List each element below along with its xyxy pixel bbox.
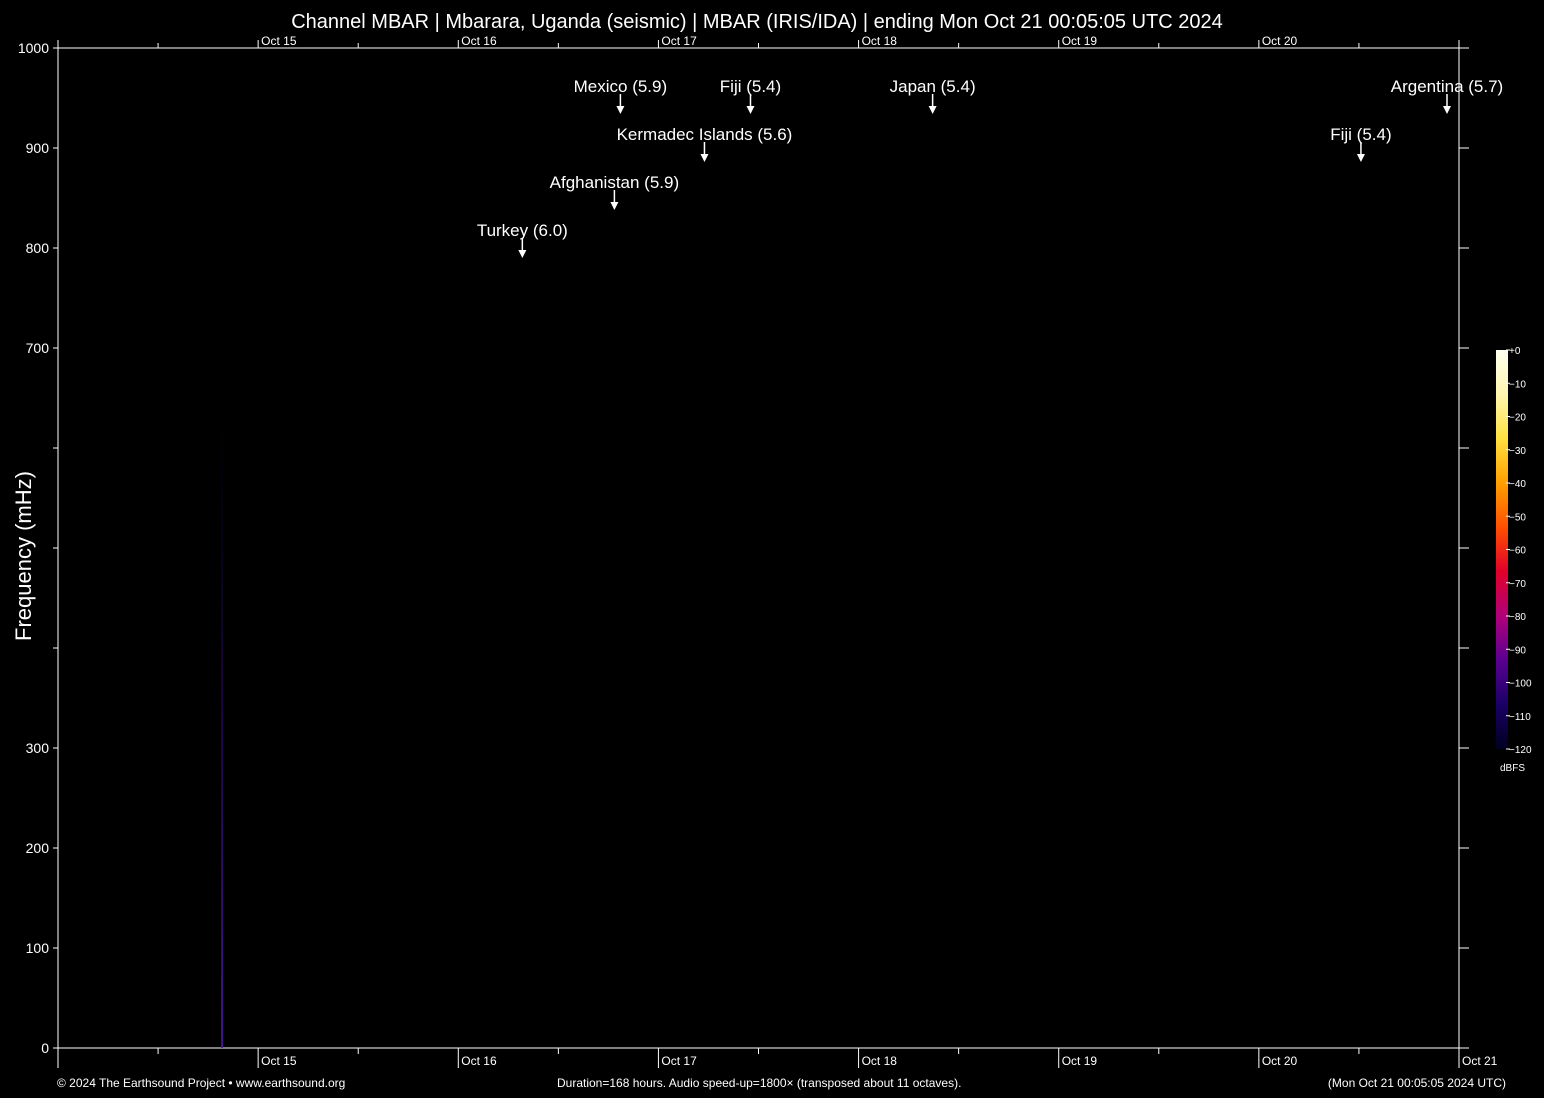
colorbar-tick-label: −20 [1509, 413, 1526, 424]
x-tick-label-top: Oct 18 [862, 34, 898, 48]
x-tick-label-bottom: Oct 21 [1462, 1054, 1498, 1068]
x-tick-label-bottom: Oct 19 [1062, 1054, 1098, 1068]
chart-title: Channel MBAR | Mbarara, Uganda (seismic)… [291, 11, 1223, 33]
event-label: Afghanistan (5.9) [550, 173, 679, 192]
x-tick-label-top: Oct 17 [661, 34, 697, 48]
colorbar-tick-label: −60 [1509, 546, 1526, 557]
x-tick-label-top: Oct 15 [261, 34, 297, 48]
colorbar-tick-label: −70 [1509, 579, 1526, 590]
event-label: Fiji (5.4) [720, 77, 781, 96]
event-arrow-head [746, 106, 755, 114]
event-label: Mexico (5.9) [574, 77, 668, 96]
colorbar-tick-label: −110 [1509, 712, 1531, 723]
y-tick-label: 1000 [18, 40, 49, 56]
footer-duration: Duration=168 hours. Audio speed-up=1800×… [557, 1076, 961, 1090]
footer-timestamp: (Mon Oct 21 00:05:05 2024 UTC) [1328, 1076, 1506, 1090]
footer-copyright: © 2024 The Earthsound Project • www.eart… [57, 1076, 345, 1090]
event-arrow-head [610, 202, 619, 210]
colorbar-tick-label: −100 [1509, 679, 1532, 690]
event-arrow-head [616, 106, 625, 114]
x-tick-label-top: Oct 19 [1062, 34, 1098, 48]
event-label: Japan (5.4) [890, 77, 976, 96]
signal-streak [221, 408, 224, 1048]
y-axis-label: Frequency (mHz) [11, 471, 36, 641]
y-axis: 0 100 200 300 700 800 900 1000 [18, 40, 1469, 1056]
event-arrow-head [928, 106, 937, 114]
x-tick-label-bottom: Oct 20 [1262, 1054, 1298, 1068]
colorbar-tick-label: −10 [1509, 379, 1526, 390]
event-arrow-head [518, 250, 527, 258]
event-arrow-head [1442, 106, 1451, 114]
colorbar: +0 −10 −20 −30 −40 −50 −60 −70 −80 −90 −100 −110 −12… [1496, 346, 1532, 774]
y-tick-label: 300 [26, 740, 50, 756]
y-tick-label: 100 [26, 940, 50, 956]
event-arrow-head [1356, 154, 1365, 162]
plot-area [57, 47, 1460, 1049]
colorbar-tick-label: −90 [1509, 645, 1526, 656]
colorbar-tick-label: −40 [1509, 479, 1526, 490]
colorbar-tick-label: −120 [1509, 745, 1532, 756]
x-tick-label-top: Oct 16 [461, 34, 497, 48]
colorbar-tick-label: +0 [1509, 346, 1521, 357]
y-tick-label: 800 [26, 240, 50, 256]
y-tick-label: 700 [26, 340, 50, 356]
colorbar-tick-label: −30 [1509, 446, 1526, 457]
event-label: Kermadec Islands (5.6) [617, 125, 793, 144]
x-tick-label-bottom: Oct 15 [261, 1054, 297, 1068]
event-arrow-head [700, 154, 709, 162]
x-tick-label-bottom: Oct 16 [461, 1054, 497, 1068]
y-tick-label: 900 [26, 140, 50, 156]
event-annotations: Mexico (5.9) Fiji (5.4) Japan (5.4) Argenti… [477, 77, 1503, 258]
colorbar-gradient [1496, 350, 1508, 749]
x-axis: Oct 15 Oct 15 Oct 16 Oct 16 Oct 17 Oct 17 Oct … [57, 34, 1498, 1068]
event-label: Fiji (5.4) [1330, 125, 1391, 144]
event-label: Argentina (5.7) [1391, 77, 1503, 96]
x-tick-label-bottom: Oct 18 [862, 1054, 898, 1068]
x-tick-label-bottom: Oct 17 [661, 1054, 697, 1068]
signal-layer [221, 408, 224, 1048]
event-label: Turkey (6.0) [477, 221, 568, 240]
y-tick-label: 200 [26, 840, 50, 856]
x-tick-label-top: Oct 20 [1262, 34, 1298, 48]
y-tick-label: 0 [41, 1040, 49, 1056]
colorbar-unit-label: dBFS [1500, 763, 1525, 774]
colorbar-tick-label: −50 [1509, 512, 1526, 523]
colorbar-tick-label: −80 [1509, 612, 1526, 623]
